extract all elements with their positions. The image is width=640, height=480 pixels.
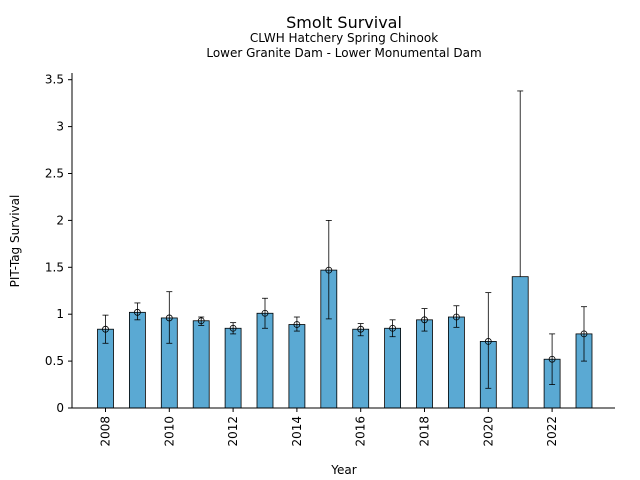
bar-2019 — [447, 316, 465, 409]
y-tick-label: 3.5 — [45, 73, 64, 87]
y-tick-label: 1.5 — [45, 260, 64, 274]
bar-2011 — [192, 320, 210, 409]
point-marker-2014 — [293, 321, 301, 328]
point-marker-2019 — [452, 313, 460, 321]
x-tick-label: 2016 — [354, 416, 368, 447]
point-marker-2010 — [165, 314, 173, 322]
x-axis-label: Year — [330, 463, 356, 477]
point-marker-2016 — [357, 325, 365, 333]
x-tick-label: 2018 — [418, 416, 432, 447]
point-marker-2020 — [484, 338, 492, 345]
point-marker-2012 — [229, 324, 237, 332]
x-ticks: 2008 2010 2012 2014 2016 2018 2020 2022 — [99, 408, 559, 447]
point-marker-2015 — [325, 266, 333, 274]
bar-2021 — [511, 276, 529, 409]
y-tick-label: 2 — [56, 213, 64, 227]
bar-2012 — [224, 327, 242, 409]
y-axis-label: PIT-Tag Survival — [8, 195, 22, 288]
x-tick-label: 2012 — [226, 416, 240, 447]
bar-2017 — [384, 327, 402, 409]
y-ticks: 0 0.5 1 1.5 2 2.5 3 3.5 — [45, 73, 72, 415]
x-tick-label: 2010 — [162, 416, 176, 447]
chart-title: Smolt Survival — [286, 13, 402, 32]
y-tick-label: 0.5 — [45, 354, 64, 368]
y-tick-label: 2.5 — [45, 167, 64, 181]
bar-2018 — [416, 319, 433, 409]
point-marker-2018 — [421, 316, 428, 324]
point-marker-2023 — [580, 330, 588, 338]
point-marker-2017 — [389, 324, 397, 332]
bars-layer — [97, 269, 593, 409]
x-tick-label: 2022 — [545, 416, 559, 447]
bar-2016 — [352, 328, 370, 409]
y-tick-label: 3 — [56, 120, 64, 134]
point-marker-2009 — [133, 308, 141, 316]
point-marker-2013 — [261, 309, 269, 317]
chart-subtitle-1: CLWH Hatchery Spring Chinook — [250, 31, 438, 45]
x-tick-label: 2014 — [290, 416, 304, 447]
x-tick-label: 2020 — [481, 416, 495, 447]
error-bars-layer — [102, 90, 587, 389]
point-marker-2011 — [197, 317, 205, 325]
x-tick-label: 2008 — [99, 416, 113, 447]
y-tick-label: 0 — [56, 401, 64, 415]
point-marker-2022 — [548, 355, 556, 363]
bar-2014 — [288, 324, 306, 409]
chart-subtitle-2: Lower Granite Dam - Lower Monumental Dam — [206, 46, 481, 60]
points-layer — [102, 266, 588, 363]
point-marker-2008 — [102, 325, 109, 333]
bar-2009 — [128, 311, 146, 409]
y-tick-label: 1 — [56, 307, 64, 321]
